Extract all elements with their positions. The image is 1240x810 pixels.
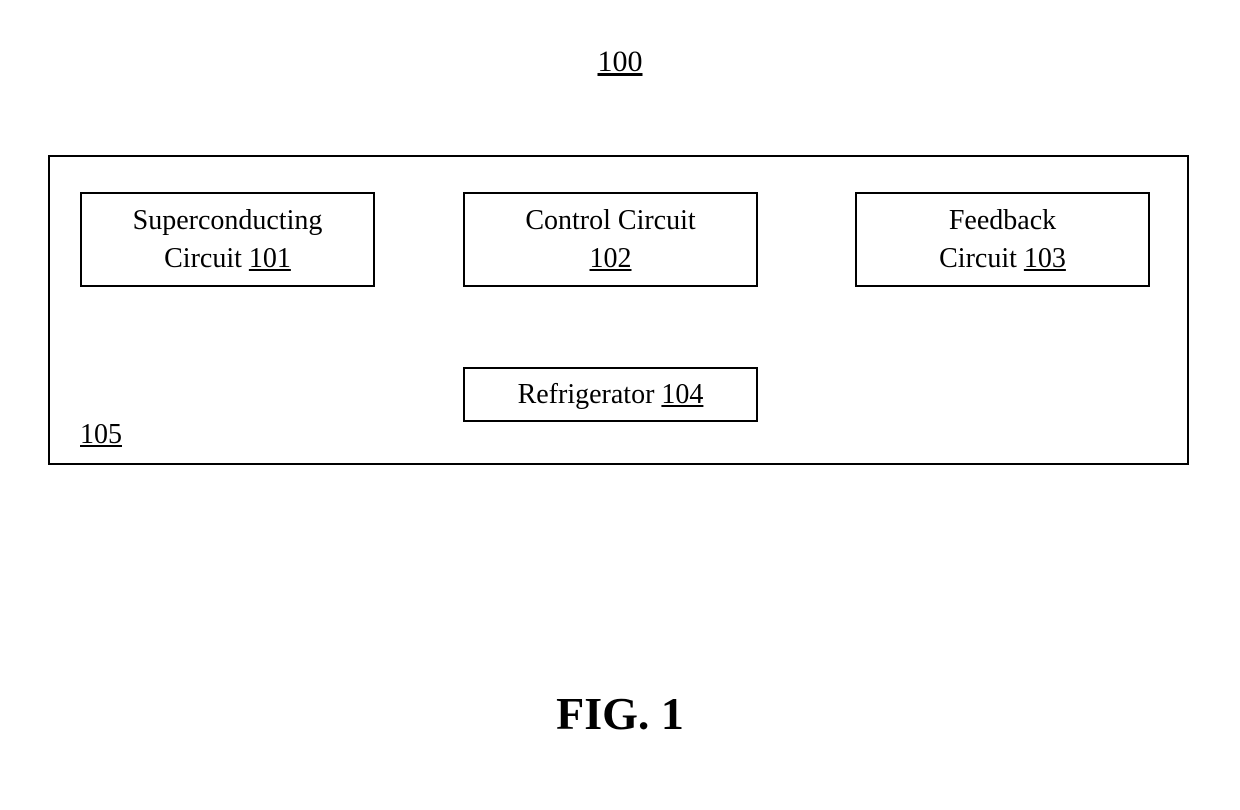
box-1-line-2: Circuit 101 [164, 240, 291, 278]
box-3-line-1: Feedback [949, 202, 1056, 240]
container-ref-number: 105 [80, 419, 122, 451]
figure-ref-number: 100 [598, 45, 643, 79]
box-3-line-2: Circuit 103 [939, 240, 1066, 278]
superconducting-circuit-box: Superconducting Circuit 101 [80, 192, 375, 287]
control-circuit-box: Control Circuit 102 [463, 192, 758, 287]
box-2-ref: 102 [590, 240, 632, 278]
feedback-circuit-box: Feedback Circuit 103 [855, 192, 1150, 287]
box-2-line-1: Control Circuit [525, 202, 695, 240]
box-4-line: Refrigerator 104 [518, 376, 704, 414]
box-1-line-1: Superconducting [133, 202, 323, 240]
system-container: Superconducting Circuit 101 Control Circ… [48, 155, 1189, 465]
refrigerator-box: Refrigerator 104 [463, 367, 758, 422]
figure-caption: FIG. 1 [556, 687, 684, 740]
